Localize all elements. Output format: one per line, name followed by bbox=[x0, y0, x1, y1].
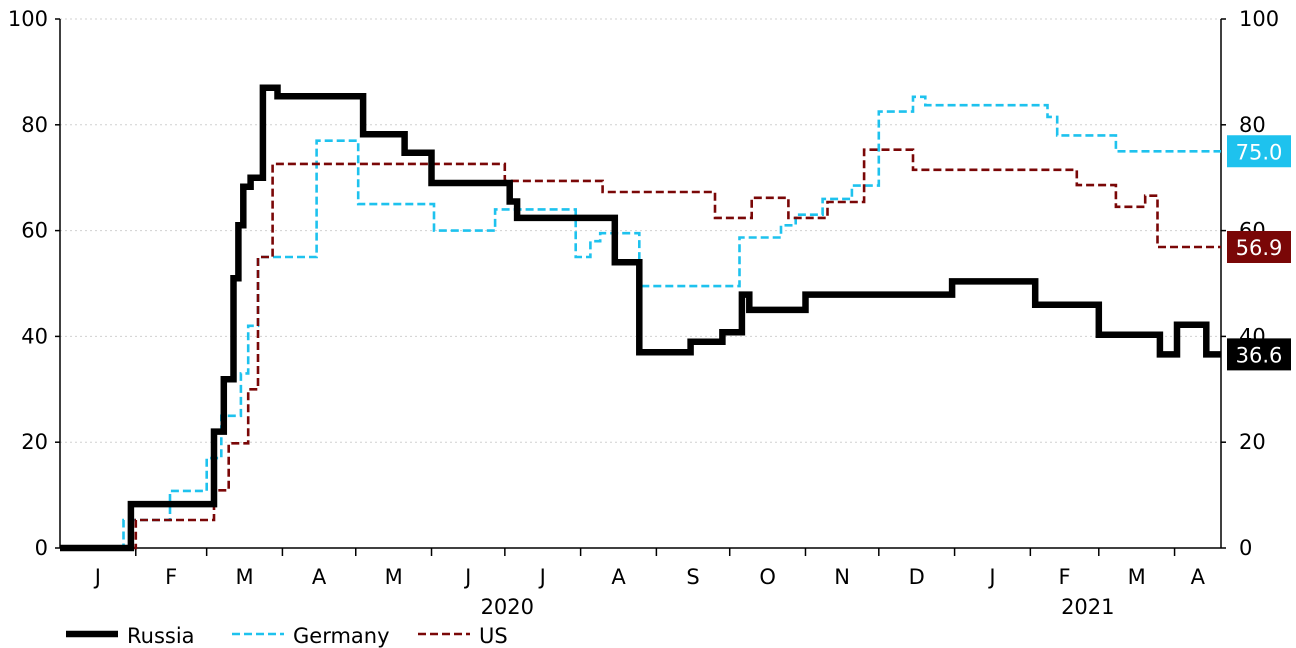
year-label: 2020 bbox=[481, 595, 534, 619]
month-label: D bbox=[909, 565, 925, 589]
month-label: M bbox=[1128, 565, 1146, 589]
month-label: F bbox=[165, 565, 177, 589]
y2-tick-label: 80 bbox=[1239, 113, 1266, 137]
series-layer bbox=[60, 84, 1221, 552]
end-label-germany: 75.0 bbox=[1227, 135, 1291, 168]
month-label: O bbox=[759, 565, 776, 589]
end-label-text: 75.0 bbox=[1236, 140, 1283, 164]
month-label: N bbox=[834, 565, 850, 589]
end-label-text: 36.6 bbox=[1236, 343, 1283, 367]
end-label-box bbox=[1227, 135, 1291, 168]
end-label-us: 56.9 bbox=[1227, 230, 1291, 263]
month-label: J bbox=[987, 565, 995, 589]
y-tick-label: 60 bbox=[21, 219, 48, 243]
month-label: J bbox=[463, 565, 471, 589]
month-label: S bbox=[686, 565, 699, 589]
y2-tick-label: 0 bbox=[1239, 536, 1252, 560]
month-label: A bbox=[312, 565, 327, 589]
month-label: A bbox=[611, 565, 626, 589]
end-label-text: 56.9 bbox=[1236, 236, 1283, 260]
legend-item-germany: Germany bbox=[232, 624, 390, 648]
year-label: 2021 bbox=[1061, 595, 1114, 619]
end-label-russia: 36.6 bbox=[1227, 338, 1291, 371]
series-line-russia bbox=[60, 84, 1221, 552]
month-label: A bbox=[1191, 565, 1206, 589]
legend-label: US bbox=[479, 624, 508, 648]
month-label: J bbox=[93, 565, 101, 589]
series-line-us bbox=[60, 148, 1221, 550]
y-tick-label: 20 bbox=[21, 430, 48, 454]
legend-label: Germany bbox=[293, 624, 390, 648]
axes bbox=[55, 18, 1226, 556]
legend: Russia Germany US bbox=[66, 624, 508, 648]
y-tick-label: 0 bbox=[35, 536, 48, 560]
end-label-box bbox=[1227, 230, 1291, 263]
y-tick-label: 40 bbox=[21, 324, 48, 348]
end-label-box bbox=[1227, 338, 1291, 371]
legend-item-russia: Russia bbox=[66, 624, 195, 648]
month-label: J bbox=[538, 565, 546, 589]
series-line-germany bbox=[60, 95, 1221, 550]
month-label: F bbox=[1059, 565, 1071, 589]
legend-label: Russia bbox=[127, 624, 195, 648]
end-labels: 36.6 75.0 56.9 bbox=[1227, 135, 1291, 371]
legend-item-us: US bbox=[418, 624, 508, 648]
y-tick-label: 80 bbox=[21, 113, 48, 137]
y2-tick-label: 100 bbox=[1239, 7, 1279, 31]
y2-tick-label: 20 bbox=[1239, 430, 1266, 454]
y-tick-label: 100 bbox=[8, 7, 48, 31]
month-label: M bbox=[385, 565, 403, 589]
month-label: M bbox=[235, 565, 253, 589]
